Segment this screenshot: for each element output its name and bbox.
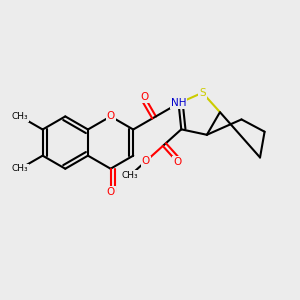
- Text: O: O: [142, 156, 150, 167]
- Text: NH: NH: [171, 98, 186, 108]
- Text: CH₃: CH₃: [12, 164, 28, 173]
- Text: O: O: [173, 157, 181, 167]
- Text: O: O: [106, 111, 115, 122]
- Text: CH₃: CH₃: [12, 112, 28, 121]
- Text: O: O: [106, 187, 115, 197]
- Text: O: O: [141, 92, 149, 102]
- Text: CH₃: CH₃: [122, 171, 139, 180]
- Text: S: S: [199, 88, 206, 98]
